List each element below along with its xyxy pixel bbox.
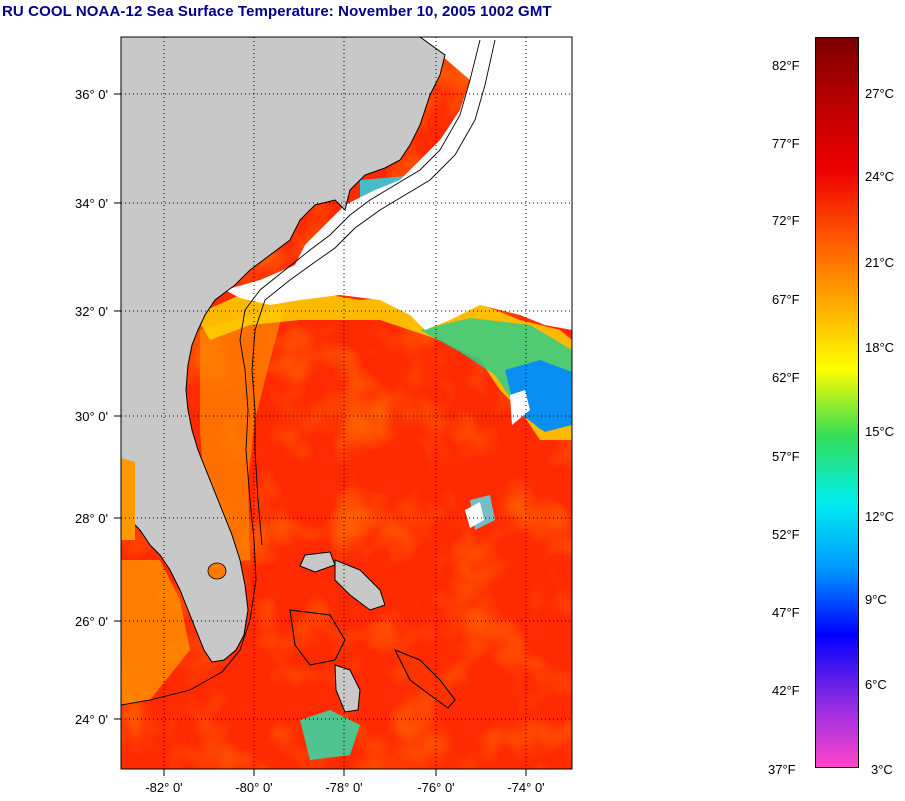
lat-label: 32° 0'	[75, 304, 108, 319]
bahamas-island	[334, 664, 361, 713]
colorbar-c-label: 3°C	[871, 762, 893, 777]
bahamas-island	[334, 559, 386, 611]
cloud-patch	[465, 502, 484, 528]
colorbar-f-label: 47°F	[772, 605, 800, 620]
colorbar-f-label: 67°F	[772, 292, 800, 307]
colorbar-c-label: 12°C	[865, 509, 895, 524]
colorbar-f-label: 57°F	[772, 449, 800, 464]
colorbar-f-label: 72°F	[772, 213, 800, 228]
contour-600ft	[121, 39, 481, 706]
lon-label: -80° 0'	[235, 780, 272, 795]
lat-label: 26° 0'	[75, 614, 108, 629]
cold-patch-south	[300, 710, 360, 760]
colorbar-c-label: 15°C	[865, 424, 895, 439]
colorbar-f-label: 42°F	[772, 683, 800, 698]
colorbar-c-label: 24°C	[865, 169, 895, 184]
cloud-patch	[510, 390, 530, 425]
gulf-water	[121, 458, 135, 540]
lat-label: 36° 0'	[75, 87, 108, 102]
contour-120ft	[251, 39, 496, 546]
map-title: RU COOL NOAA-12 Sea Surface Temperature:…	[2, 3, 552, 20]
colorbar-f-label: 82°F	[772, 58, 800, 73]
lat-label: 30° 0'	[75, 409, 108, 424]
lon-label: -82° 0'	[145, 780, 182, 795]
land-us	[121, 37, 446, 663]
map-layers	[121, 37, 572, 769]
bahamas-island	[299, 551, 336, 573]
gulf-shelf-water	[121, 560, 190, 705]
colorbar-f-label: 52°F	[772, 527, 800, 542]
colorbar-c-label: 21°C	[865, 255, 895, 270]
colorbar-c-label: 9°C	[865, 592, 887, 607]
colorbar-c-label: 6°C	[865, 677, 887, 692]
lake-okeechobee	[207, 562, 227, 580]
lon-label: -76° 0'	[417, 780, 454, 795]
colorbar	[815, 37, 859, 768]
colorbar-f-label: 77°F	[772, 136, 800, 151]
cloud-cover	[225, 37, 572, 330]
colorbar-f-label: 62°F	[772, 370, 800, 385]
shelf-water	[200, 305, 285, 565]
axis-ticks	[114, 93, 527, 776]
lon-label: -78° 0'	[325, 780, 362, 795]
lon-label: -74° 0'	[507, 780, 544, 795]
colorbar-c-label: 18°C	[865, 340, 895, 355]
bahamas-island	[393, 649, 456, 709]
lat-label: 28° 0'	[75, 511, 108, 526]
colorbar-c-label: 27°C	[865, 86, 895, 101]
lat-label: 24° 0'	[75, 712, 108, 727]
latitude-labels: 24° 0' 26° 0' 28° 0' 30° 0' 32° 0' 34° 0…	[75, 87, 108, 727]
map-frame	[120, 36, 573, 770]
colorbar-f-label: 37°F	[768, 762, 796, 777]
lat-label: 34° 0'	[75, 196, 108, 211]
bank-contour	[289, 609, 346, 666]
longitude-labels: -82° 0' -80° 0' -78° 0' -76° 0' -74° 0'	[145, 780, 544, 795]
